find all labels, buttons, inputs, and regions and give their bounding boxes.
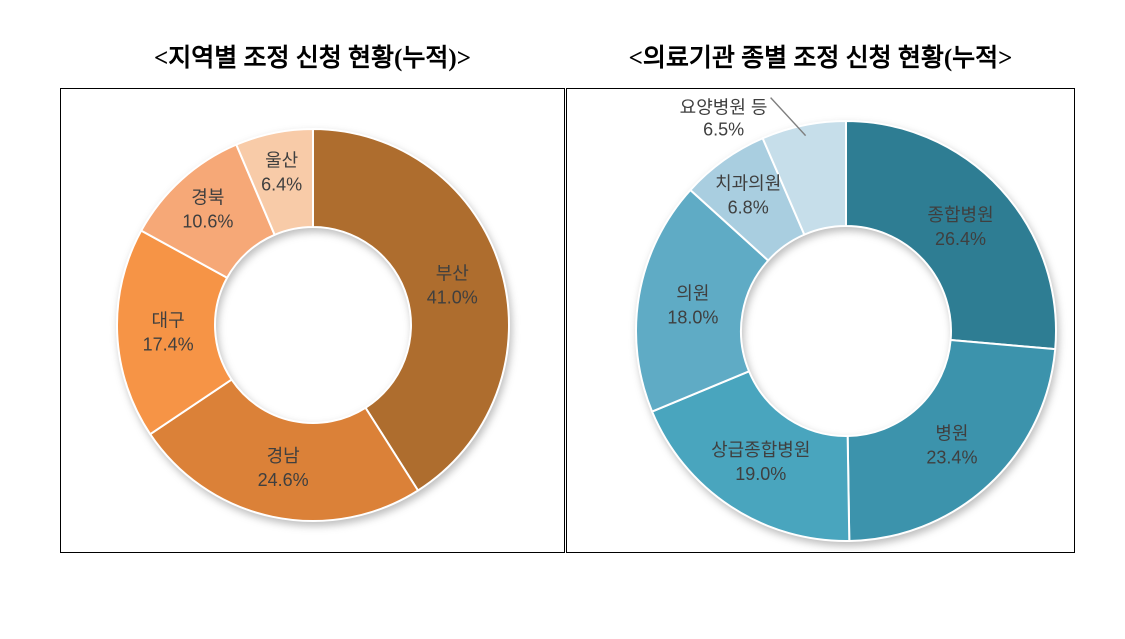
donut-labels-group: 부산 41.0% 경남 24.6% 대구 17.4% 경북 10.6% 울산 6.4% — [143, 150, 478, 490]
slice-percent: 6.5% — [703, 120, 744, 140]
slice-label: 상급종합병원 — [711, 440, 810, 460]
slice-label: 요양병원 등 — [680, 98, 768, 118]
donut-slice-5 — [761, 120, 847, 236]
slice-label: 대구 — [152, 310, 185, 330]
slice-percent: 6.8% — [728, 197, 769, 217]
donut-slice-4 — [235, 128, 314, 236]
donut-slice-2 — [116, 229, 233, 436]
slice-label: 울산 — [265, 150, 298, 170]
donut-slice-1 — [846, 339, 1057, 542]
slice-percent: 24.6% — [258, 470, 309, 490]
slice-percent: 6.4% — [261, 174, 302, 194]
slice-label: 경남 — [267, 446, 300, 466]
slice-label: 부산 — [436, 264, 469, 284]
donut-labels-group: 종합병원 26.4% 병원 23.4% 상급종합병원 19.0% 의원 18.0% 치과의원 6.… — [667, 97, 994, 484]
donut-slices-group — [116, 128, 510, 522]
right-chart-title: <의료기관 종별 조정 신청 현황(누적> — [628, 45, 1013, 72]
slice-percent: 10.6% — [182, 212, 233, 232]
slice-percent: 18.0% — [667, 308, 718, 328]
slice-label: 경북 — [191, 188, 224, 208]
slice-label: 병원 — [935, 424, 968, 444]
slice-percent: 19.0% — [735, 464, 786, 484]
right-chart-frame: 종합병원 26.4% 병원 23.4% 상급종합병원 19.0% 의원 18.0% 치과의원 6.… — [566, 88, 1075, 553]
slice-percent: 41.0% — [427, 288, 478, 308]
donut-slice-3 — [635, 189, 770, 413]
donut-slice-0 — [845, 120, 1057, 351]
donut-slice-1 — [149, 378, 420, 522]
institution-donut-chart: 종합병원 26.4% 병원 23.4% 상급종합병원 19.0% 의원 18.0% 치과의원 6.… — [635, 97, 1057, 542]
left-chart-frame: 부산 41.0% 경남 24.6% 대구 17.4% 경북 10.6% 울산 6.4% — [60, 88, 565, 553]
slice-percent: 23.4% — [926, 448, 977, 468]
label-leader-line — [770, 97, 807, 137]
donut-slices-group — [635, 120, 1057, 542]
slice-label: 의원 — [676, 284, 709, 304]
left-chart-title: <지역별 조정 신청 현황(누적)> — [154, 45, 471, 72]
slice-percent: 26.4% — [935, 229, 986, 249]
slice-percent: 17.4% — [143, 334, 194, 354]
donut-slice-2 — [651, 370, 851, 542]
region-donut-chart: 부산 41.0% 경남 24.6% 대구 17.4% 경북 10.6% 울산 6.4% — [116, 128, 510, 522]
slice-label: 치과의원 — [715, 173, 781, 193]
donut-slice-0 — [312, 128, 510, 492]
slice-label: 종합병원 — [927, 205, 993, 225]
